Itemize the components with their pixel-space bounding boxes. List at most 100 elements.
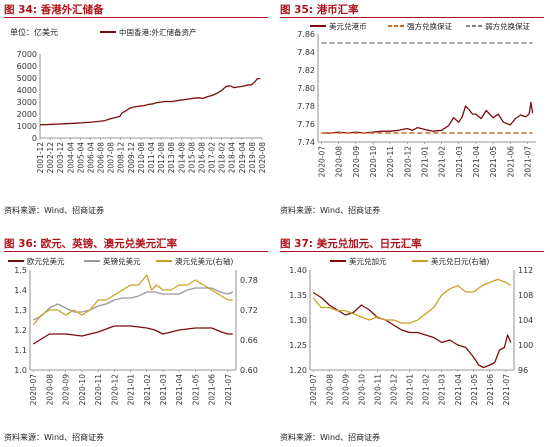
- y-tick-label: 7.84: [297, 48, 315, 57]
- panel-hkd-rate: 图 35: 港币汇率 7.74 7.76 7.78 7.80 7.82 7.84 7.86 2…: [280, 2, 546, 217]
- y-right-tick-label: 0.78: [240, 276, 258, 285]
- legend-label: 美元兑港币: [329, 21, 367, 31]
- x-tick-label: 2020-09: [352, 146, 361, 178]
- y-tick-label: 5000: [17, 74, 37, 83]
- y-tick-label: 3000: [17, 98, 37, 107]
- y-right-tick-label: 100: [518, 341, 533, 350]
- x-tick-label: 2007-08: [107, 142, 116, 174]
- y-tick-label: 7.86: [297, 30, 315, 39]
- x-tick-label: 2013-08: [167, 142, 176, 174]
- x-tick-label: 2009-12: [127, 142, 136, 174]
- x-tick-label: 2020-09: [62, 374, 71, 406]
- y-right-tick-label: 0.60: [240, 366, 258, 375]
- chart-source: 资料来源：Wind、招商证券: [4, 206, 105, 215]
- x-tick-label: 2020-10: [78, 374, 87, 406]
- x-tick-label: 2004-04: [66, 142, 75, 174]
- x-tick-label: 2021-06: [486, 374, 495, 406]
- x-tick-label: 2021-06: [208, 374, 217, 406]
- x-tick-label: 2020-12: [403, 146, 412, 178]
- x-tick-label: 2020-08: [325, 374, 334, 406]
- x-tick-label: 2021-01: [127, 374, 136, 406]
- x-tick-label: 2019-04: [238, 142, 247, 174]
- x-tick-label: 2019-08: [248, 142, 257, 174]
- x-tick-label: 2020-07: [309, 374, 318, 406]
- y-right-tick-label: 104: [518, 316, 533, 325]
- x-tick-label: 2021-01: [420, 146, 429, 178]
- y-tick-label: 7.76: [297, 120, 315, 129]
- y-tick-label: 1.2: [14, 326, 27, 335]
- y-tick-label: 1.1: [14, 346, 27, 355]
- x-tick-label: 2005-04: [76, 142, 85, 174]
- title-divider: [4, 251, 268, 252]
- x-tick-label: 2021-05: [191, 374, 200, 406]
- x-tick-label: 2021-04: [472, 146, 481, 178]
- x-tick-label: 2021-06: [506, 146, 515, 178]
- x-tick-label: 2017-02: [208, 142, 217, 174]
- legend-label: 英镑兑美元: [103, 256, 141, 266]
- series-line-0: [32, 325, 233, 345]
- x-tick-label: 2006-04: [86, 142, 95, 174]
- x-tick-label: 2020-12: [110, 374, 119, 406]
- x-tick-label: 2006-08: [97, 142, 106, 174]
- y-tick-label: 1.3: [14, 306, 27, 315]
- y-tick-label: 1.4: [14, 286, 27, 295]
- legend-label: 中国香港:外汇储备资产: [119, 27, 197, 37]
- x-tick-label: 2020-10: [369, 146, 378, 178]
- title-divider: [4, 17, 268, 18]
- legend-label: 欧元兑美元: [27, 256, 65, 266]
- y-tick-label: 1.25: [289, 341, 307, 350]
- x-tick-label: 2020-11: [386, 146, 395, 178]
- series-line-0: [312, 291, 512, 369]
- chart-title: 图 36: 欧元、英镑、澳元兑美元汇率: [4, 238, 178, 250]
- y-tick-label: 7.74: [297, 138, 315, 147]
- y-tick-label: 0: [32, 134, 37, 143]
- x-tick-label: 2020-08: [335, 146, 344, 178]
- x-tick-label: 2021-03: [455, 146, 464, 178]
- x-tick-label: 2021-03: [159, 374, 168, 406]
- y-tick-label: 7000: [17, 50, 37, 59]
- series-line-0: [321, 101, 534, 134]
- chart-title: 图 35: 港币汇率: [280, 4, 359, 16]
- y-tick-label: 1.20: [289, 366, 307, 375]
- y-tick-label: 1.35: [289, 291, 307, 300]
- title-divider: [280, 17, 544, 18]
- x-tick-label: 2001-12: [36, 142, 45, 174]
- y-right-tick-label: 96: [518, 366, 528, 375]
- unit-label: 单位：亿美元: [10, 27, 58, 37]
- panel-eur-gbp-aud: 图 36: 欧元、英镑、澳元兑美元汇率 1.0 1.1 1.2 1.3 1.4 1.5 0.…: [4, 236, 272, 446]
- x-tick-label: 2021-07: [502, 374, 511, 406]
- x-tick-label: 2003-12: [56, 142, 65, 174]
- y-tick-label: 6000: [17, 62, 37, 71]
- y-tick-label: 7.80: [297, 84, 315, 93]
- x-tick-label: 2018-02: [218, 142, 227, 174]
- x-tick-label: 2020-07: [29, 374, 38, 406]
- x-tick-label: 2021-04: [175, 374, 184, 406]
- chart-title: 图 37: 美元兑加元、日元汇率: [280, 238, 422, 250]
- chart-eur-gbp-aud: 1.0 1.1 1.2 1.3 1.4 1.5 0.60 0.66 0.72 0.78 2020-0…: [8, 256, 258, 406]
- chart-hkd-rate: 7.74 7.76 7.78 7.80 7.82 7.84 7.86 2020-07 2020-…: [297, 21, 536, 178]
- x-tick-label: 2020-12: [390, 374, 399, 406]
- chart-source: 资料来源：Wind、招商证券: [280, 206, 381, 215]
- x-tick-label: 2020-09: [341, 374, 350, 406]
- chart-hk-fx-reserves: 0 1000 2000 3000 4000 5000 6000 7000 2001-12 2002…: [10, 27, 267, 174]
- y-tick-label: 4000: [17, 86, 37, 95]
- legend-label: 美元兑日元(右轴): [431, 256, 489, 266]
- x-tick-label: 2020-08: [258, 142, 267, 174]
- x-tick-label: 2020-11: [94, 374, 103, 406]
- series-line-1: [32, 287, 234, 321]
- chart-source: 资料来源：Wind、招商证券: [4, 433, 105, 442]
- panel-hk-fx-reserves: 图 34: 香港外汇储备 0 1000 2000 3000 4000 5000 6000 70…: [4, 2, 272, 217]
- x-tick-label: 2012-08: [157, 142, 166, 174]
- y-right-tick-label: 0.66: [240, 336, 258, 345]
- x-tick-label: 2021-02: [438, 146, 447, 178]
- x-tick-label: 2020-08: [45, 374, 54, 406]
- x-tick-label: 2021-07: [224, 374, 233, 406]
- x-tick-label: 2008-12: [117, 142, 126, 174]
- x-tick-label: 2021-04: [454, 374, 463, 406]
- x-tick-label: 2021-02: [422, 374, 431, 406]
- y-tick-label: 1.30: [289, 316, 307, 325]
- y-right-tick-label: 0.72: [240, 306, 258, 315]
- legend-label: 澳元兑美元(右轴): [175, 256, 233, 266]
- chart-title: 图 34: 香港外汇储备: [4, 4, 104, 16]
- x-tick-label: 2020-07: [317, 146, 326, 178]
